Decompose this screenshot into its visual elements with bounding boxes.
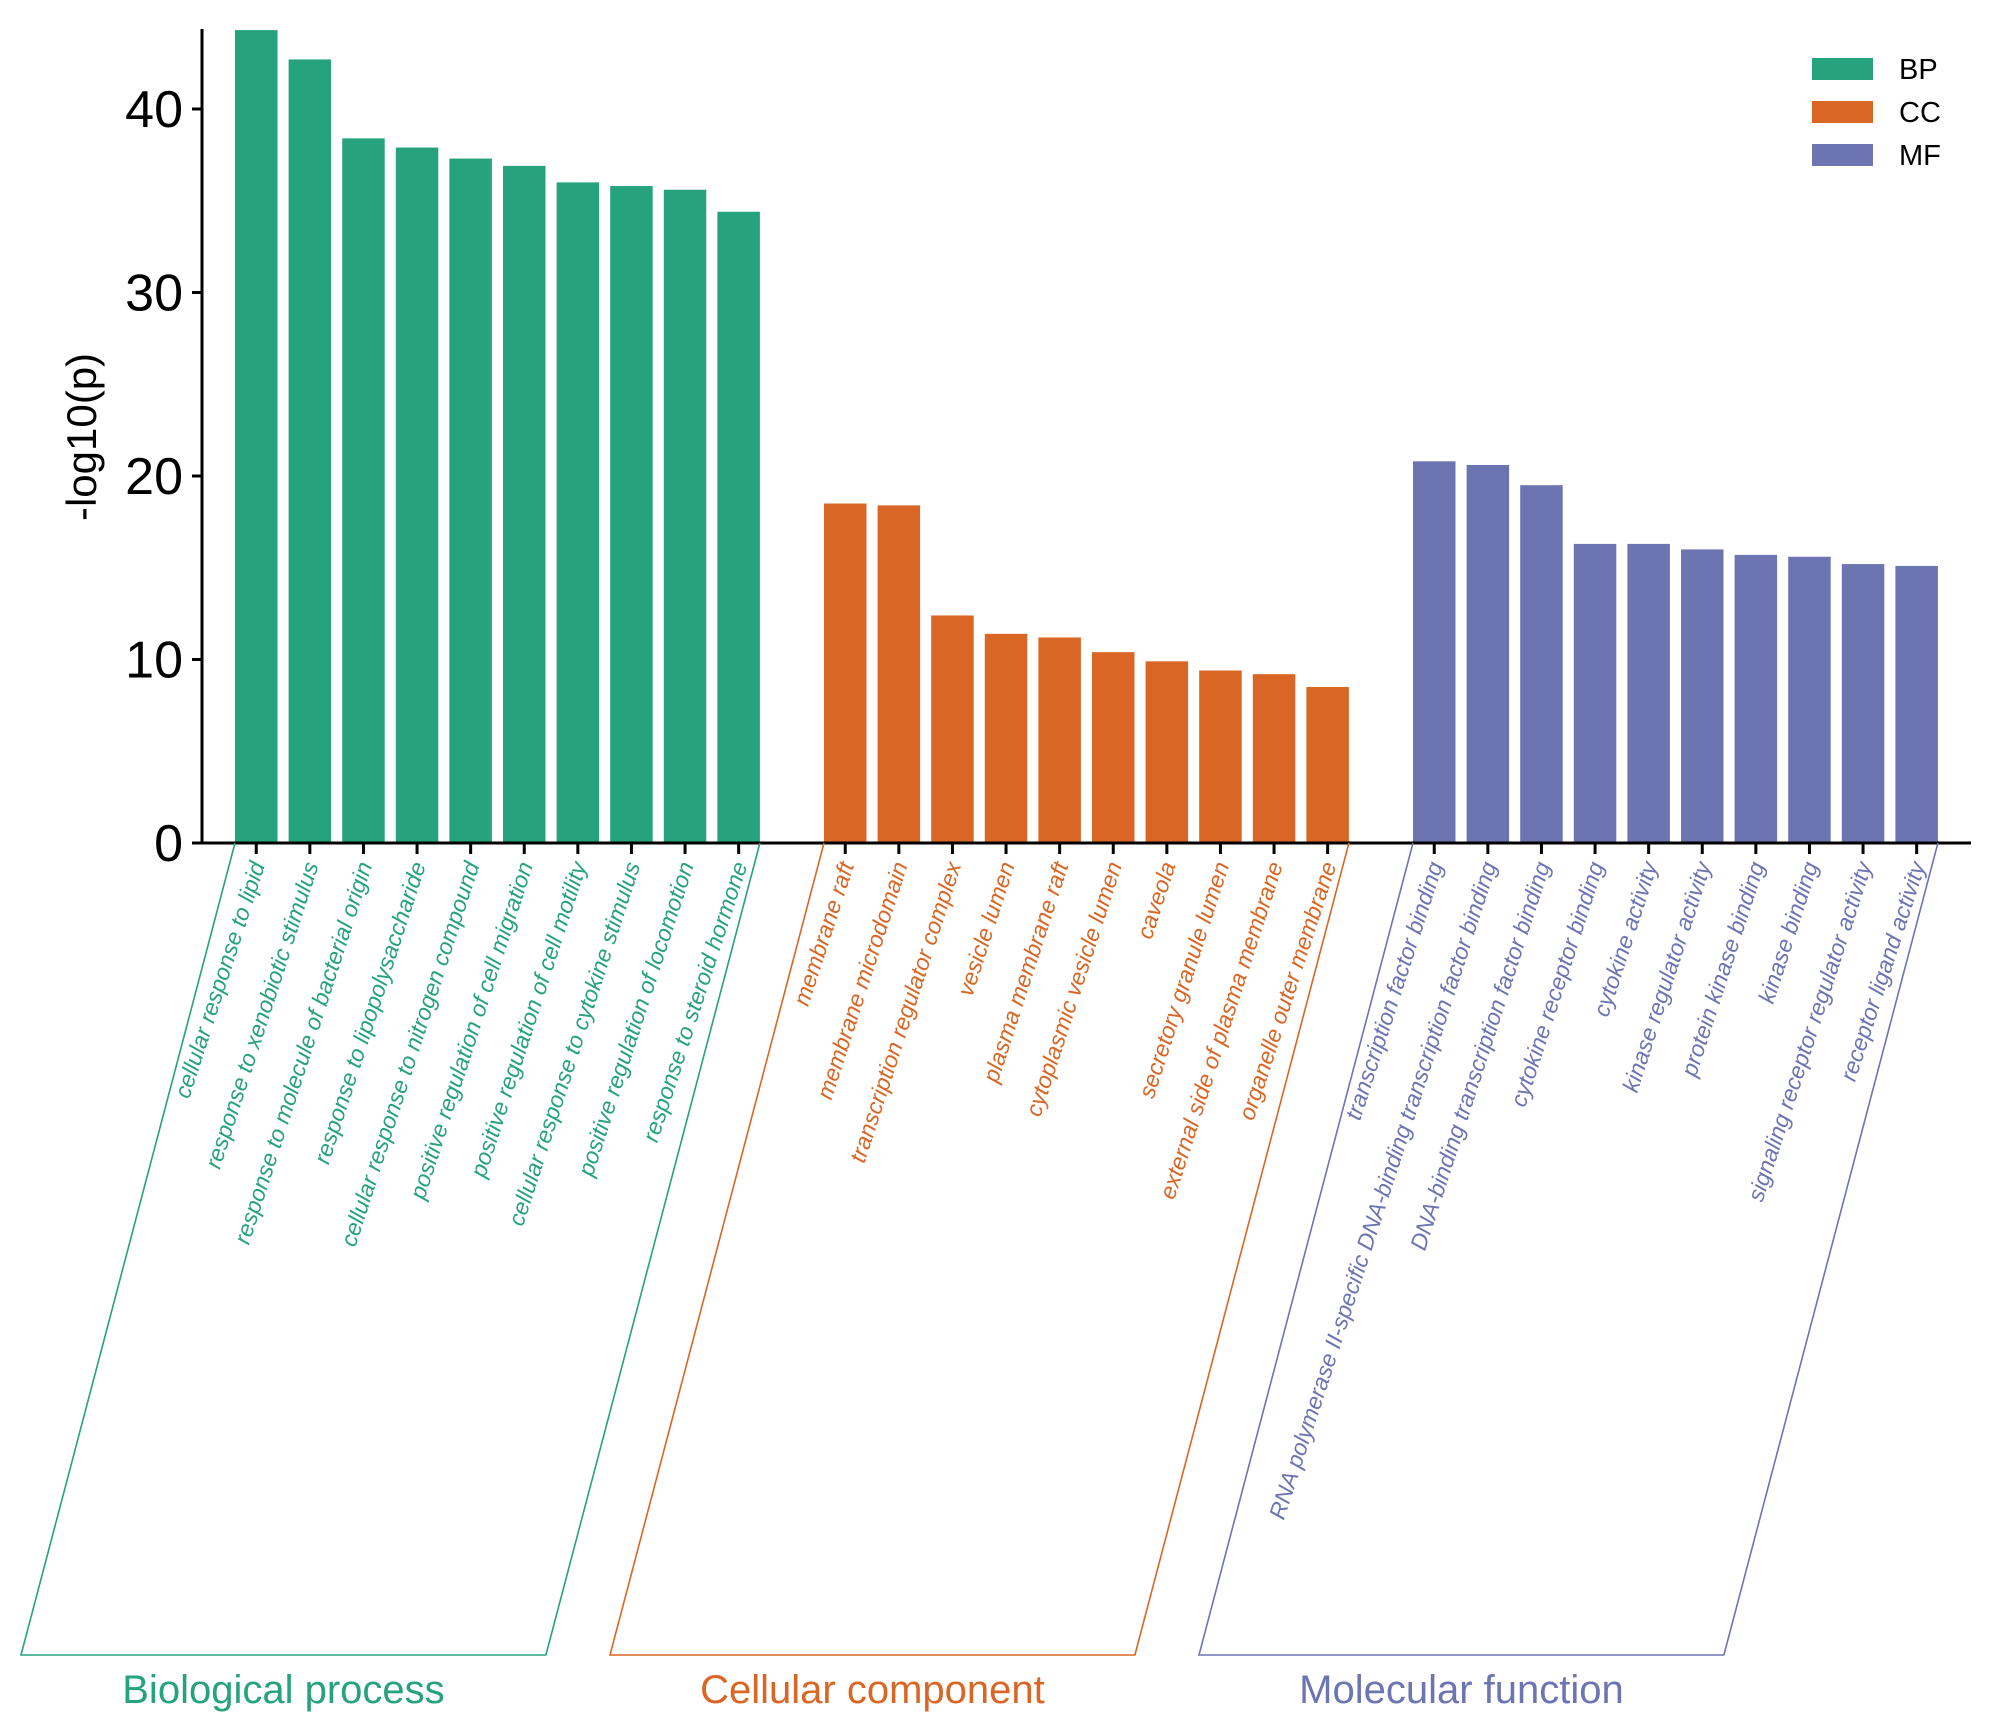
bar-cc (1252, 674, 1296, 843)
axes-layer (200, 29, 1971, 845)
bars-layer (235, 30, 1938, 844)
group-title-cc: Cellular component (700, 1668, 1045, 1712)
bar-mf (1627, 543, 1670, 843)
x-tick-label: caveola (1131, 859, 1180, 942)
group-bracket-cc (608, 842, 1350, 1656)
bar-mf (1413, 461, 1456, 843)
bar-bp (663, 189, 707, 844)
group-brackets: Biological process Cellular component Mole… (19, 842, 1939, 1712)
bar-cc (877, 505, 921, 843)
legend-label-bp: BP (1899, 54, 1938, 86)
legend-swatch-bp (1812, 58, 1873, 80)
group-title-mf: Molecular function (1299, 1668, 1624, 1712)
y-tick-label: 30 (125, 265, 183, 323)
bar-bp (503, 165, 546, 843)
bar-mf (1841, 564, 1885, 843)
bar-bp (395, 147, 439, 843)
bar-cc (1306, 687, 1349, 843)
bar-bp (235, 30, 278, 844)
y-axis-title: -log10(p) (58, 353, 105, 521)
bar-mf (1895, 565, 1938, 843)
bar-cc (931, 615, 974, 843)
y-tick-label: 20 (125, 448, 183, 506)
group-title-bp: Biological process (122, 1668, 444, 1712)
bar-cc (984, 633, 1028, 843)
bar-cc (1038, 637, 1081, 843)
bar-cc (1145, 661, 1189, 843)
y-ticks: 0 10 20 30 40 (125, 81, 202, 873)
bar-mf (1788, 556, 1831, 843)
bar-mf (1573, 543, 1617, 843)
bar-bp (556, 182, 600, 843)
y-tick-label: 40 (125, 81, 183, 139)
group-bracket-bp (19, 842, 761, 1656)
legend-swatch-cc (1812, 101, 1873, 123)
legend-swatch-mf (1812, 144, 1873, 166)
bar-bp (610, 186, 653, 843)
bar-cc (824, 503, 867, 843)
bar-bp (717, 211, 760, 843)
bar-bp (342, 138, 385, 844)
legend-label-cc: CC (1899, 97, 1941, 129)
bar-mf (1466, 464, 1510, 843)
bar-mf (1681, 549, 1724, 843)
legend-label-mf: MF (1899, 140, 1941, 172)
bar-mf (1734, 554, 1778, 843)
bar-cc (1199, 670, 1242, 843)
group-bracket-mf (1197, 842, 1939, 1656)
y-tick-label: 0 (154, 815, 183, 873)
x-ticks (254, 843, 1919, 854)
bar-bp (449, 158, 492, 844)
y-tick-label: 10 (125, 632, 183, 690)
x-tick-label: transcription factor binding (1340, 858, 1448, 1123)
legend: BP CC MF (1812, 54, 1941, 172)
bar-bp (288, 59, 332, 843)
bar-mf (1520, 485, 1563, 843)
bar-cc (1092, 652, 1135, 843)
